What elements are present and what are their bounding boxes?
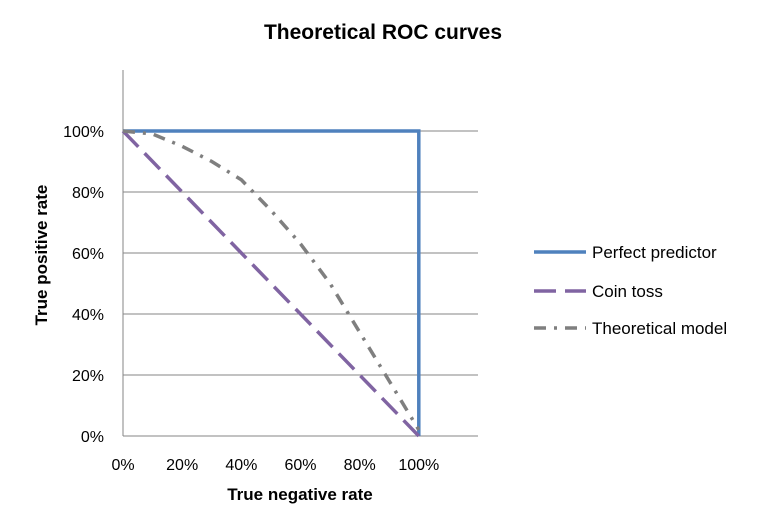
x-axis-label: True negative rate	[227, 485, 373, 504]
y-axis-label: True positive rate	[32, 185, 51, 326]
tick-labels: 0% 20% 40% 60% 80% 100% 0% 20% 40% 60% 80% 100%	[63, 124, 439, 474]
series-lines	[121, 129, 421, 438]
x-tick-label: 80%	[344, 457, 376, 474]
series-line-0	[123, 129, 421, 436]
y-tick-label: 100%	[63, 124, 104, 141]
y-tick-label: 20%	[72, 368, 104, 385]
series-line-2	[122, 129, 421, 431]
series-line-1	[121, 129, 421, 438]
y-tick-label: 0%	[81, 429, 104, 446]
y-tick-label: 80%	[72, 185, 104, 202]
gridlines	[123, 130, 478, 376]
legend-label-0: Perfect predictor	[592, 243, 717, 262]
x-tick-label: 20%	[166, 457, 198, 474]
legend: Perfect predictor Coin toss Theoretical mo…	[534, 243, 727, 338]
x-tick-label: 0%	[111, 457, 134, 474]
y-tick-label: 40%	[72, 307, 104, 324]
x-tick-label: 40%	[225, 457, 257, 474]
legend-label-1: Coin toss	[592, 282, 663, 301]
legend-label-2: Theoretical model	[592, 319, 727, 338]
y-tick-label: 60%	[72, 246, 104, 263]
x-tick-label: 100%	[398, 457, 439, 474]
chart-title: Theoretical ROC curves	[264, 21, 502, 44]
x-tick-label: 60%	[284, 457, 316, 474]
